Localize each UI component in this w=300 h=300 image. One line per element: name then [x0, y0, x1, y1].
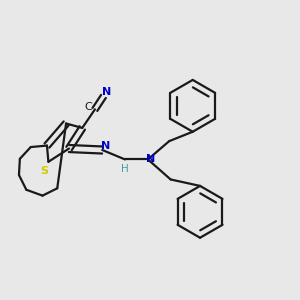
- Text: C: C: [85, 102, 92, 112]
- Text: N: N: [100, 142, 110, 152]
- Text: H: H: [121, 164, 129, 174]
- Text: N: N: [146, 154, 155, 164]
- Text: N: N: [102, 87, 111, 97]
- Text: S: S: [40, 166, 48, 176]
